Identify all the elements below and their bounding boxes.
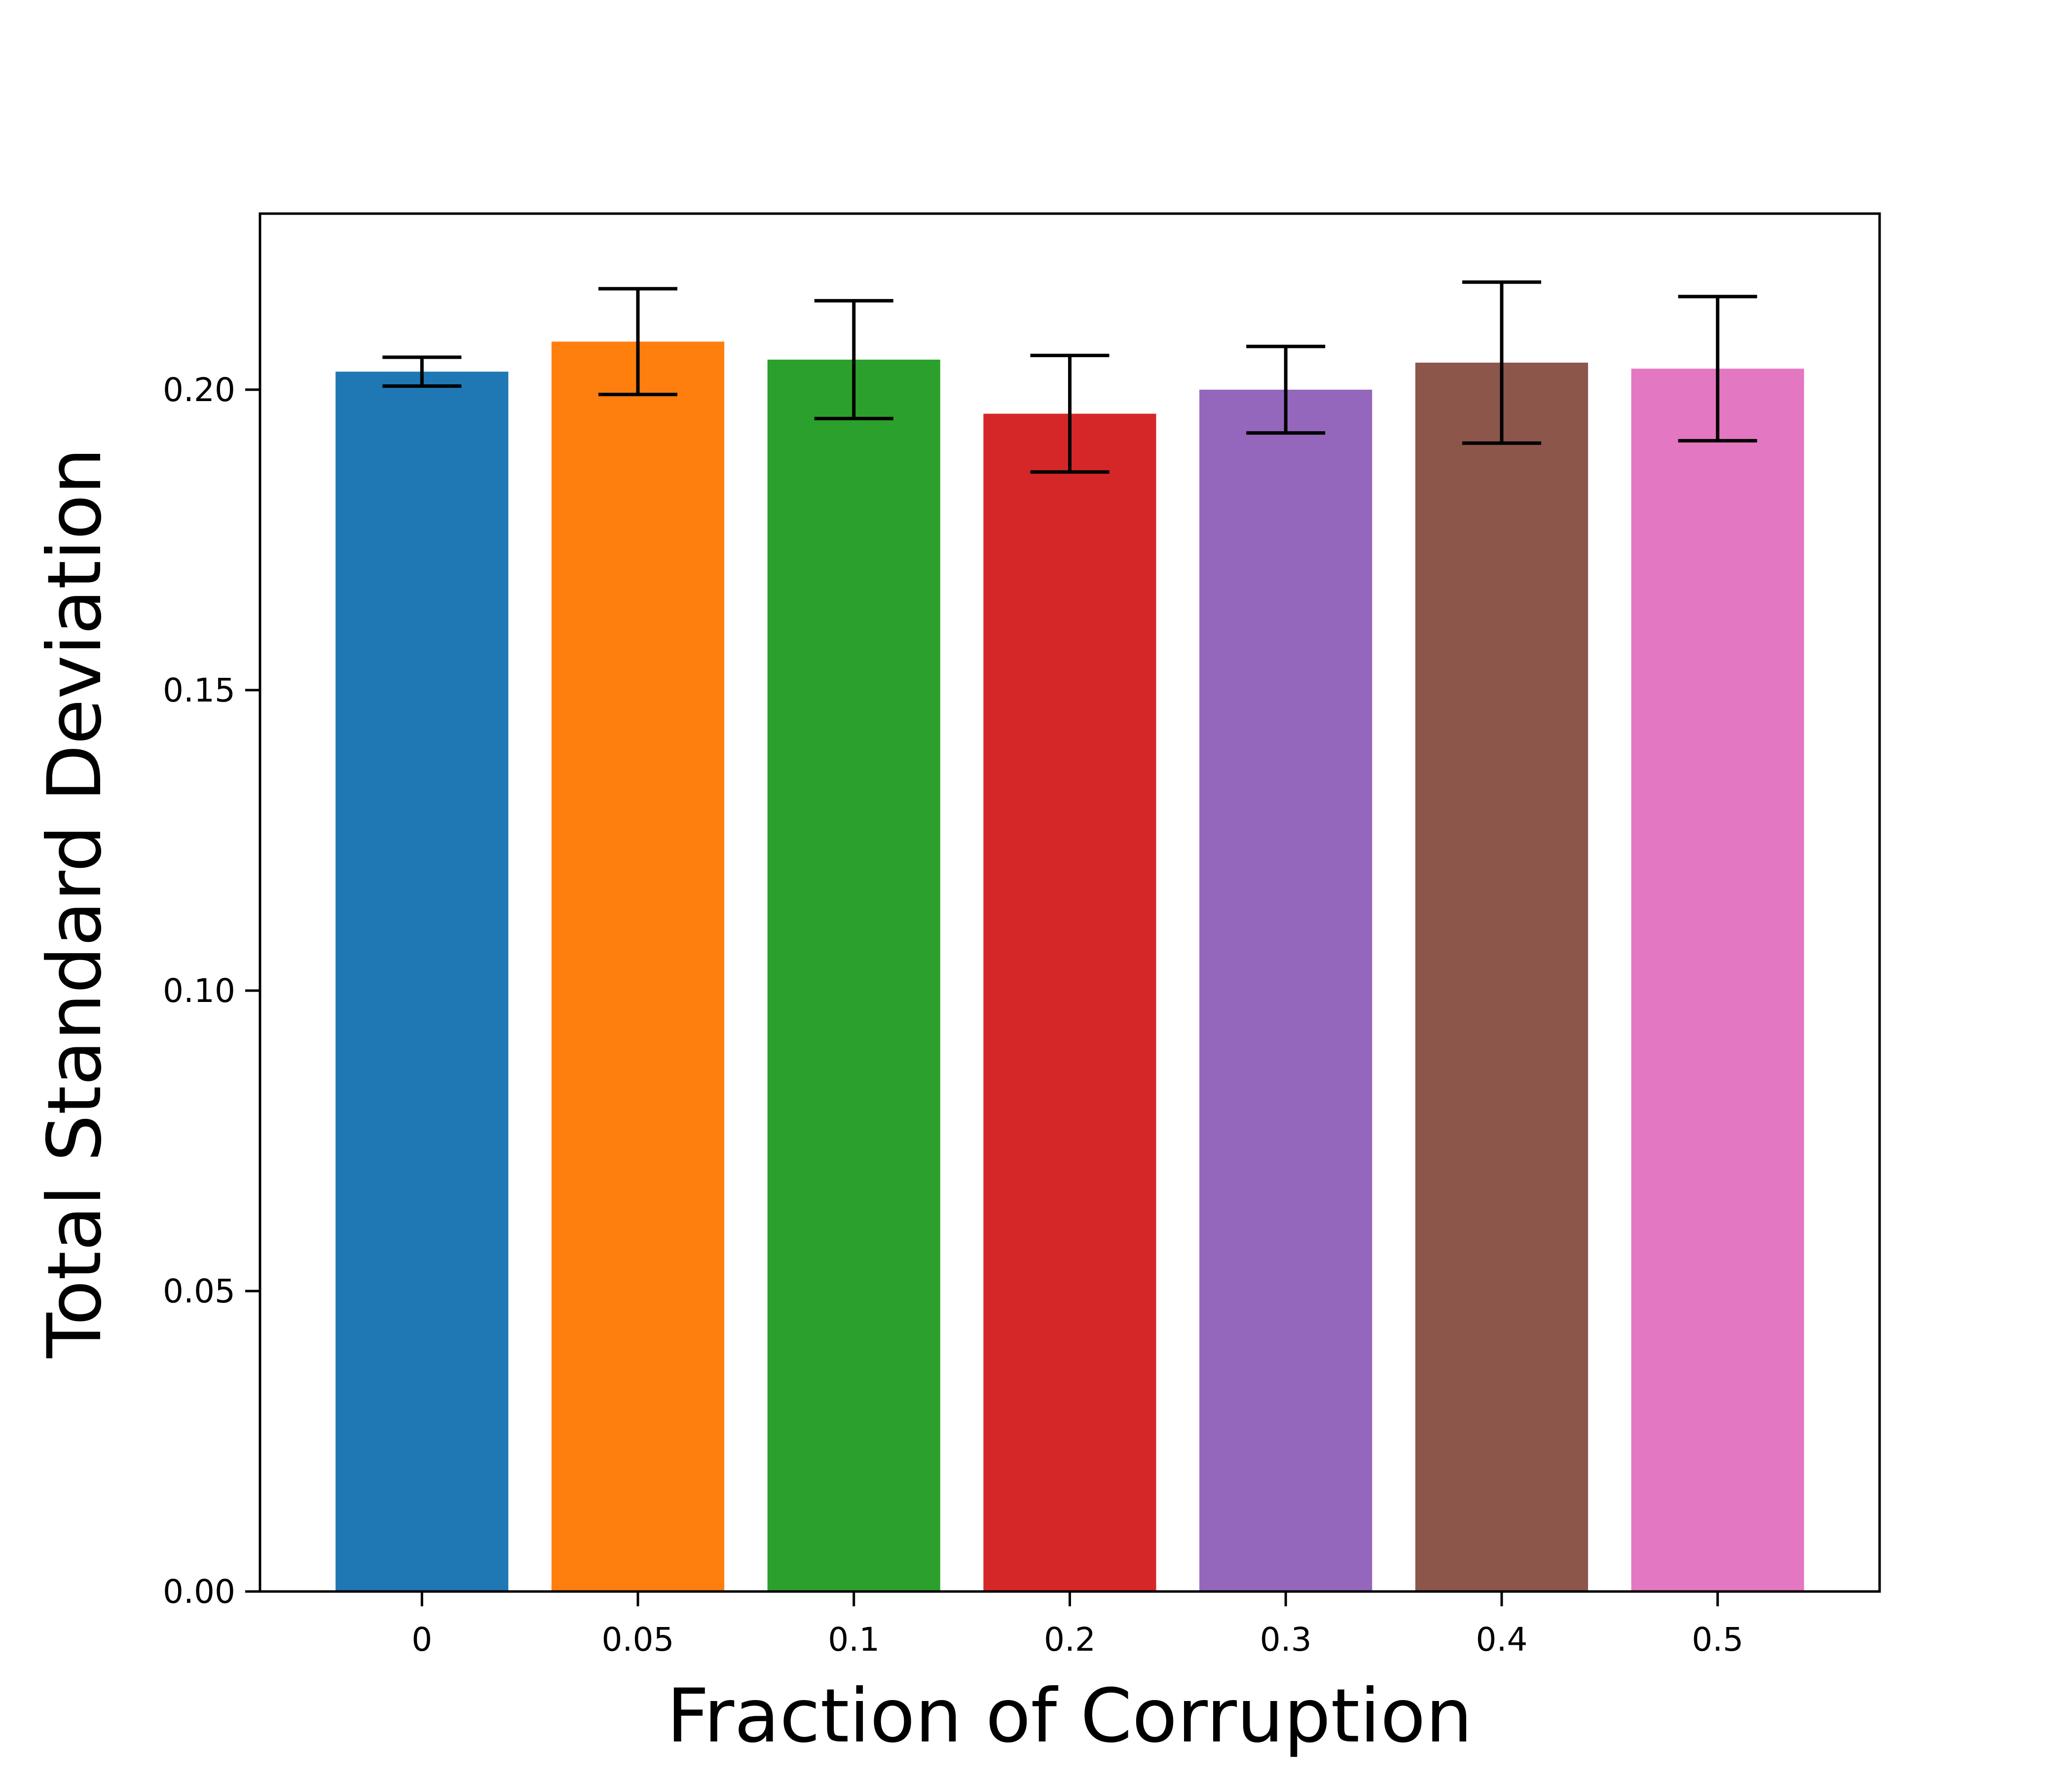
- y-axis-ticks: 0.00 0.05 0.10 0.15 0.20: [163, 371, 260, 1611]
- error-bar-0.1: [814, 299, 893, 420]
- y-tick-label: 0.20: [163, 371, 235, 409]
- y-tick-label: 0.15: [163, 671, 235, 709]
- x-axis-ticks: 0 0.05 0.1 0.2 0.3 0.4 0.5: [411, 1591, 1743, 1659]
- y-axis-label: Total Standard Deviation: [32, 447, 118, 1359]
- y-tick-label: 0.10: [163, 972, 235, 1010]
- bar-0.5: [1631, 369, 1804, 1591]
- y-tick-label: 0.05: [163, 1272, 235, 1310]
- x-tick-label: 0.05: [602, 1621, 674, 1659]
- error-bar-0.5: [1678, 295, 1757, 443]
- bar-0.4: [1415, 363, 1589, 1591]
- bar-0.1: [767, 359, 940, 1592]
- x-tick-label: 0.4: [1476, 1621, 1527, 1659]
- x-tick-label: 0.5: [1692, 1621, 1743, 1659]
- bar-0.3: [1199, 389, 1372, 1591]
- bar-0: [335, 371, 509, 1592]
- error-bars-layer: [382, 280, 1757, 474]
- bar-0.05: [551, 341, 725, 1591]
- y-tick-label: 0.00: [163, 1573, 235, 1611]
- x-tick-label: 0.2: [1044, 1621, 1096, 1659]
- error-bar-0.2: [1030, 353, 1110, 474]
- bar-0.2: [983, 413, 1156, 1591]
- x-tick-label: 0.3: [1260, 1621, 1312, 1659]
- error-bar-0.3: [1246, 344, 1326, 435]
- x-tick-label: 0: [411, 1621, 432, 1659]
- x-tick-label: 0.1: [828, 1621, 880, 1659]
- bars-layer: [335, 341, 1804, 1592]
- error-bar-0: [382, 355, 462, 388]
- x-axis-label: Fraction of Corruption: [666, 1673, 1473, 1759]
- error-bar-0.05: [598, 287, 678, 397]
- error-bar-0.4: [1462, 280, 1541, 445]
